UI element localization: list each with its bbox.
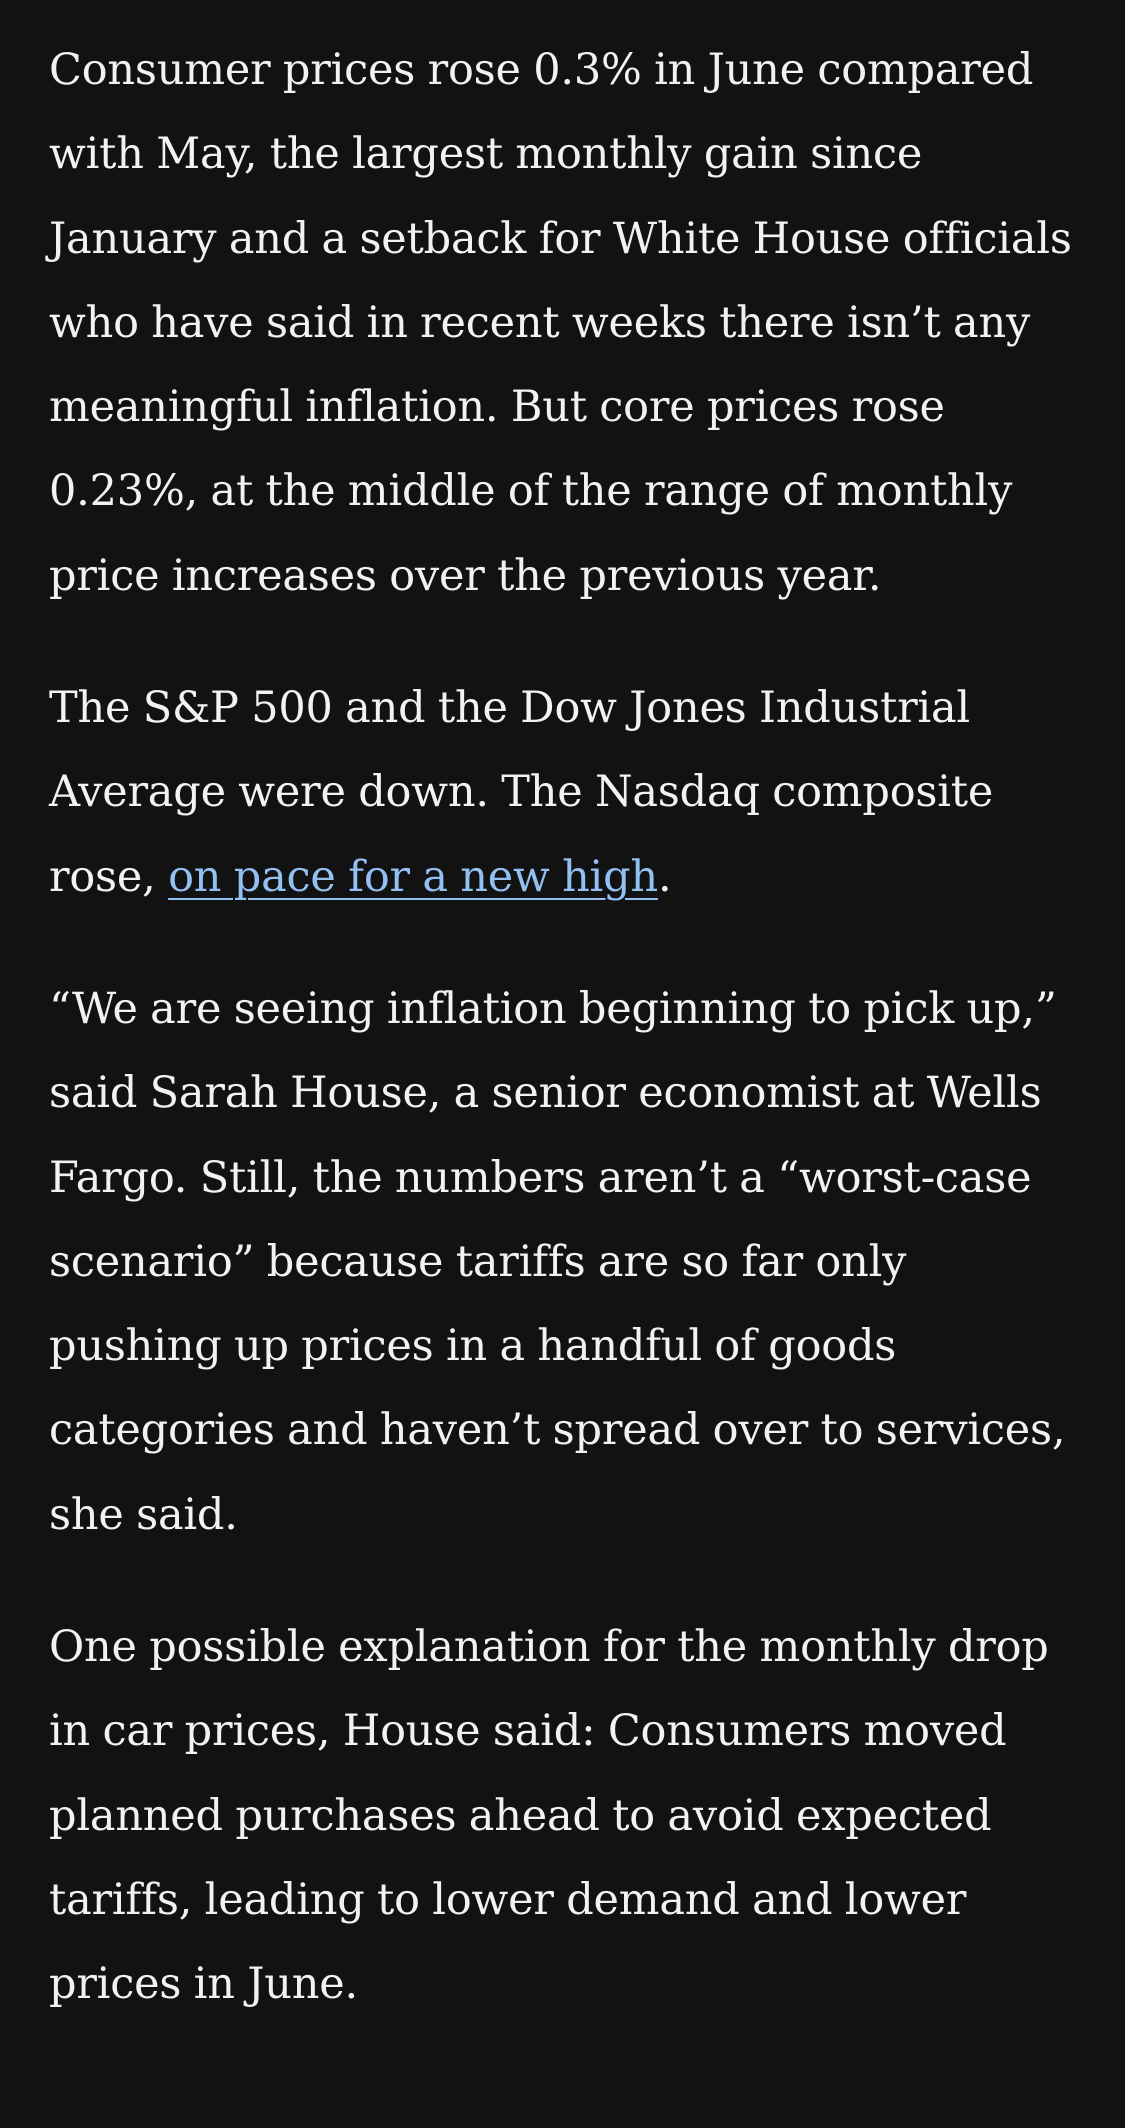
paragraph-inflation-summary: Consumer prices rose 0.3% in June compar… bbox=[49, 45, 1072, 601]
market-indexes-text: The S&P 500 and the Dow Jones Industrial… bbox=[49, 683, 994, 902]
new-high-link[interactable]: on pace for a new high bbox=[168, 851, 658, 902]
paragraph-economist-quote: “We are seeing inflation beginning to pi… bbox=[49, 983, 1066, 1540]
paragraph-car-prices-explanation: One possible explanation for the monthly… bbox=[49, 1622, 1049, 2010]
market-indexes-punctuation: . bbox=[657, 851, 672, 902]
paragraph-market-indexes: The S&P 500 and the Dow Jones Industrial… bbox=[49, 666, 1077, 919]
article-body: Consumer prices rose 0.3% in June compar… bbox=[49, 45, 1077, 2010]
